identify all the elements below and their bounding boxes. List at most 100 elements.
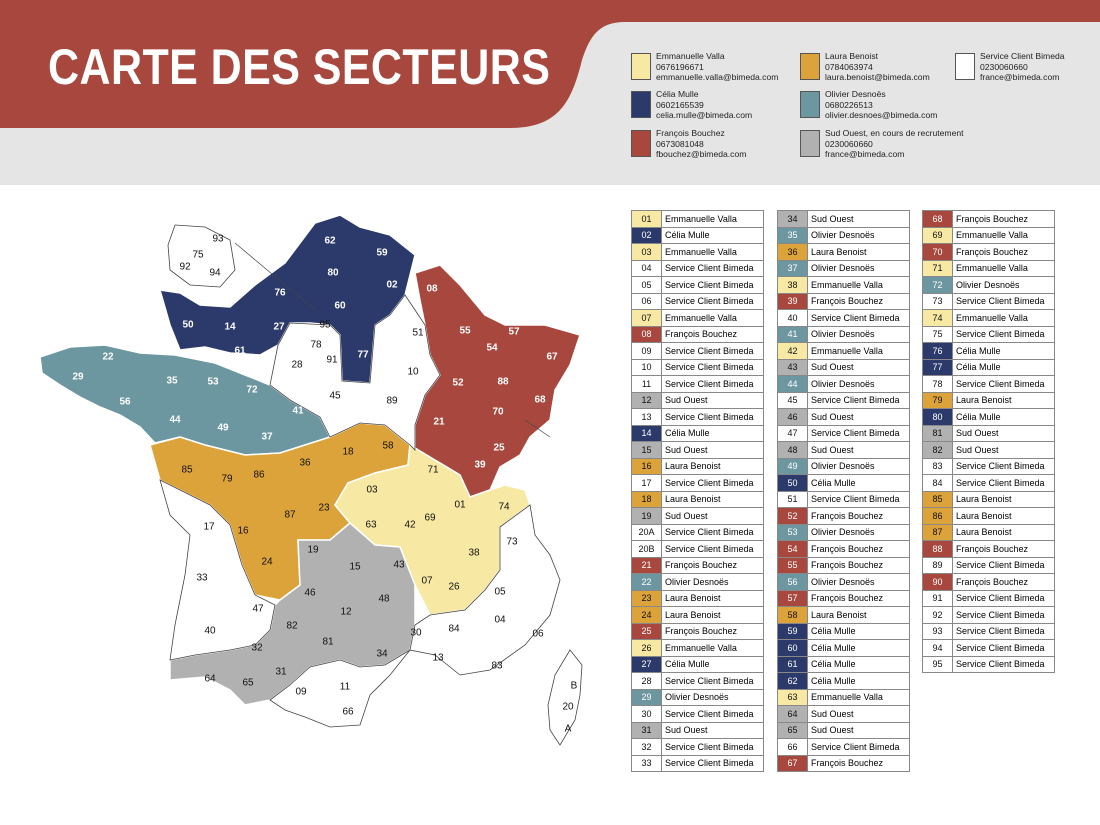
map-dept-label: 50: [182, 320, 194, 331]
dept-owner: François Bouchez: [952, 243, 1055, 261]
dept-owner: Sud Ouest: [661, 391, 764, 409]
dept-number: 28: [631, 672, 662, 690]
dept-table-row: 25 François Bouchez: [631, 622, 764, 640]
dept-number: 03: [631, 243, 662, 261]
dept-owner: Laura Benoist: [952, 507, 1055, 525]
dept-owner: Sud Ouest: [807, 705, 910, 723]
map-dept-label: 91: [326, 355, 338, 366]
map-dept-label: 74: [498, 502, 510, 513]
title-banner: CARTE DES SECTEURS: [0, 0, 1100, 185]
dept-table-row: 21 François Bouchez: [631, 556, 764, 574]
dept-number: 92: [922, 606, 953, 624]
dept-owner: Emmanuelle Valla: [661, 309, 764, 327]
dept-number: 66: [777, 738, 808, 756]
map-dept-label: 24: [261, 557, 273, 568]
dept-number: 62: [777, 672, 808, 690]
dept-number: 70: [922, 243, 953, 261]
dept-owner: Service Client Bimeda: [661, 358, 764, 376]
dept-table-row: 30 Service Client Bimeda: [631, 705, 764, 723]
dept-table-row: 77 Célia Mulle: [922, 358, 1055, 376]
dept-number: 45: [777, 391, 808, 409]
dept-number: 36: [777, 243, 808, 261]
dept-table-row: 47 Service Client Bimeda: [777, 424, 910, 442]
dept-number: 42: [777, 342, 808, 360]
dept-number: 80: [922, 408, 953, 426]
dept-table-row: 10 Service Client Bimeda: [631, 358, 764, 376]
dept-table-row: 36 Laura Benoist: [777, 243, 910, 261]
map-dept-label: 11: [340, 682, 351, 693]
map-dept-label: 41: [292, 406, 304, 417]
dept-table-row: 22 Olivier Desnoës: [631, 573, 764, 591]
dept-owner: Olivier Desnoës: [807, 523, 910, 541]
dept-number: 25: [631, 622, 662, 640]
dept-owner: Service Client Bimeda: [952, 556, 1055, 574]
legend-email: olivier.desnoes@bimeda.com: [825, 110, 938, 121]
dept-number: 69: [922, 226, 953, 244]
france-map: 62 59 80 02 76 60 08 50 14 27 61 95 78 91 77 51 55 57 54 67…: [30, 205, 590, 770]
map-dept-label: 44: [169, 415, 181, 426]
dept-table-row: 72 Olivier Desnoës: [922, 276, 1055, 294]
dept-owner: Olivier Desnoës: [807, 573, 910, 591]
dept-owner: Emmanuelle Valla: [661, 210, 764, 228]
dept-table-row: 38 Emmanuelle Valla: [777, 276, 910, 294]
dept-number: 49: [777, 457, 808, 475]
dept-table-row: 41 Olivier Desnoës: [777, 325, 910, 343]
dept-number: 21: [631, 556, 662, 574]
dept-table-row: 85 Laura Benoist: [922, 490, 1055, 508]
dept-owner: Service Client Bimeda: [952, 606, 1055, 624]
dept-table-row: 27 Célia Mulle: [631, 655, 764, 673]
map-dept-label: 54: [486, 343, 498, 354]
dept-owner: Service Client Bimeda: [661, 738, 764, 756]
dept-owner: Emmanuelle Valla: [807, 688, 910, 706]
dept-table-row: 23 Laura Benoist: [631, 589, 764, 607]
legend-swatch: [631, 91, 651, 118]
region-service-center: [269, 294, 441, 451]
dept-owner: François Bouchez: [661, 556, 764, 574]
map-dept-label: 28: [291, 360, 303, 371]
dept-table-row: 15 Sud Ouest: [631, 441, 764, 459]
dept-owner: François Bouchez: [661, 622, 764, 640]
dept-number: 40: [777, 309, 808, 327]
legend-swatch: [955, 53, 975, 80]
legend-name: Célia Mulle: [656, 89, 699, 99]
legend-swatch: [631, 53, 651, 80]
dept-owner: Célia Mulle: [952, 408, 1055, 426]
map-dept-label: 70: [492, 407, 504, 418]
dept-owner: Emmanuelle Valla: [952, 259, 1055, 277]
dept-number: 44: [777, 375, 808, 393]
map-dept-label: 72: [246, 385, 258, 396]
legend-swatch: [800, 53, 820, 80]
dept-number: 27: [631, 655, 662, 673]
dept-owner: Olivier Desnoës: [661, 573, 764, 591]
dept-owner: Laura Benoist: [661, 457, 764, 475]
dept-number: 04: [631, 259, 662, 277]
dept-number: 73: [922, 292, 953, 310]
dept-number: 76: [922, 342, 953, 360]
map-dept-label: 46: [304, 588, 316, 599]
dept-owner: Service Client Bimeda: [952, 474, 1055, 492]
map-dept-label: 16: [237, 526, 249, 537]
dept-owner: Service Client Bimeda: [807, 424, 910, 442]
legend-name: François Bouchez: [656, 128, 725, 138]
dept-number: 50: [777, 474, 808, 492]
map-dept-label: 64: [204, 674, 216, 685]
region-service-corse: [547, 649, 583, 746]
dept-owner: François Bouchez: [952, 210, 1055, 228]
dept-table-row: 90 François Bouchez: [922, 573, 1055, 591]
map-dept-label: 79: [221, 474, 233, 485]
legend-swatch: [800, 130, 820, 157]
map-dept-label: 37: [261, 432, 273, 443]
dept-number: 38: [777, 276, 808, 294]
dept-owner: François Bouchez: [807, 754, 910, 772]
map-dept-label: 58: [382, 441, 394, 452]
map-dept-label: 10: [407, 367, 419, 378]
map-dept-label: 21: [433, 417, 445, 428]
dept-table-row: 65 Sud Ouest: [777, 721, 910, 739]
dept-number: 64: [777, 705, 808, 723]
map-dept-label: 86: [253, 470, 265, 481]
region-service-southeast: [409, 504, 561, 676]
dept-owner: Olivier Desnoës: [807, 375, 910, 393]
dept-owner: Laura Benoist: [807, 606, 910, 624]
dept-owner: Emmanuelle Valla: [807, 342, 910, 360]
dept-number: 84: [922, 474, 953, 492]
